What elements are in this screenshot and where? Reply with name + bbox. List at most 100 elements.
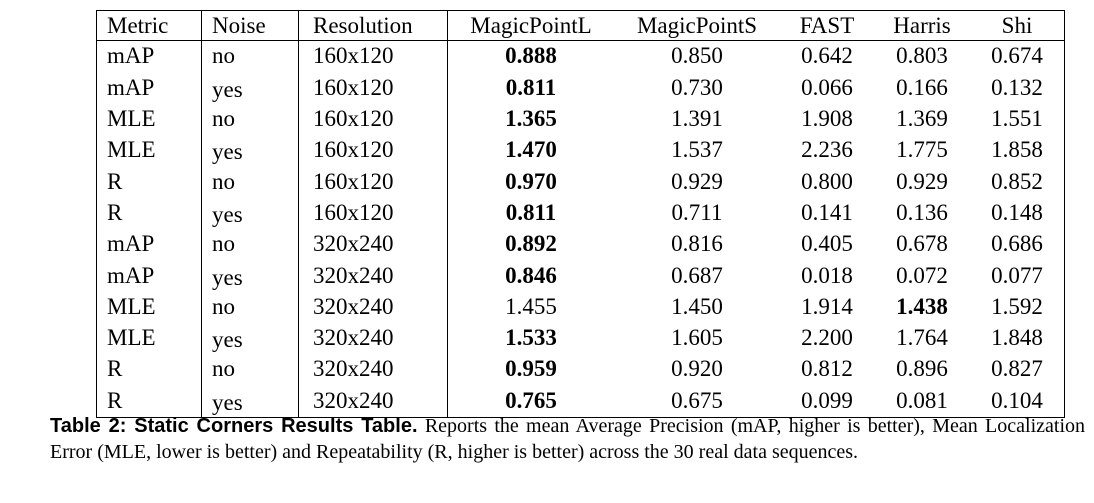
cell-metric: R xyxy=(96,166,202,196)
cell-harris: 0.166 xyxy=(896,74,948,100)
cell-noise: yes xyxy=(201,195,299,230)
cell-shi: 1.848 xyxy=(970,320,1065,355)
table-row: mAP no 160x120 0.888 0.850 0.642 0.803 0.674 xyxy=(96,40,1065,71)
cell-noise: yes xyxy=(201,70,299,104)
cell-magicpoints: 1.605 xyxy=(671,325,723,351)
cell-magicpointl: 0.970 xyxy=(505,168,557,194)
cell-magicpointl: 1.455 xyxy=(505,293,557,319)
cell-resolution: 160x120 xyxy=(298,195,448,230)
cell-harris: 1.775 xyxy=(896,137,948,163)
cell-fast: 0.018 xyxy=(801,262,853,288)
cell-shi: 1.551 xyxy=(970,103,1065,134)
table-row: MLE no 320x240 1.455 1.450 1.914 1.438 1.592 xyxy=(96,291,1065,321)
caption-title: Table 2: Static Corners Results Table. xyxy=(50,415,418,437)
cell-fast: 0.141 xyxy=(801,199,853,225)
cell-magicpointl: 0.892 xyxy=(505,231,557,257)
cell-metric: mAP xyxy=(96,229,202,259)
cell-magicpoints: 0.929 xyxy=(671,168,723,194)
cell-metric: MLE xyxy=(96,291,202,321)
cell-magicpointl: 0.959 xyxy=(505,356,557,382)
cell-noise: no xyxy=(201,291,299,321)
cell-fast: 0.642 xyxy=(801,43,853,69)
cell-noise: no xyxy=(201,229,299,259)
cell-harris: 0.678 xyxy=(896,231,948,257)
cell-fast: 0.099 xyxy=(801,387,853,413)
header-harris: Harris xyxy=(893,13,951,39)
table-header-row: Metric Noise Resolution MagicPointL Magi… xyxy=(96,10,1065,41)
cell-magicpoints: 1.391 xyxy=(671,106,723,132)
cell-noise: no xyxy=(201,40,299,71)
cell-resolution: 320x240 xyxy=(298,354,448,384)
cell-shi: 0.104 xyxy=(970,383,1065,418)
cell-harris: 0.896 xyxy=(896,356,948,382)
cell-metric: MLE xyxy=(96,133,202,167)
cell-resolution: 320x240 xyxy=(298,258,448,292)
cell-resolution: 160x120 xyxy=(298,103,448,134)
cell-fast: 0.812 xyxy=(801,356,853,382)
cell-fast: 2.236 xyxy=(801,137,853,163)
cell-magicpointl: 0.811 xyxy=(505,199,557,225)
header-fast: FAST xyxy=(799,13,855,39)
header-magicpoints: MagicPointS xyxy=(636,13,758,39)
cell-magicpoints: 0.675 xyxy=(671,387,723,413)
cell-shi: 1.592 xyxy=(970,291,1065,321)
cell-magicpointl: 1.533 xyxy=(505,325,557,351)
cell-magicpointl: 0.888 xyxy=(505,43,557,69)
cell-magicpoints: 0.730 xyxy=(671,74,723,100)
table-row: mAP yes 160x120 0.811 0.730 0.066 0.166 0.132 xyxy=(96,70,1065,104)
cell-metric: MLE xyxy=(96,103,202,134)
table-row: mAP no 320x240 0.892 0.816 0.405 0.678 0.686 xyxy=(96,229,1065,259)
cell-metric: mAP xyxy=(96,258,202,292)
cell-shi: 0.827 xyxy=(970,354,1065,384)
cell-metric: mAP xyxy=(96,40,202,71)
table-body: mAP no 160x120 0.888 0.850 0.642 0.803 0.674 mAP… xyxy=(96,40,1065,418)
cell-harris: 0.929 xyxy=(896,168,948,194)
cell-fast: 1.914 xyxy=(801,293,853,319)
cell-harris: 0.803 xyxy=(896,43,948,69)
cell-noise: yes xyxy=(201,320,299,355)
cell-fast: 0.066 xyxy=(801,74,853,100)
cell-magicpointl: 0.765 xyxy=(505,387,557,413)
cell-resolution: 160x120 xyxy=(298,166,448,196)
cell-magicpoints: 0.850 xyxy=(671,43,723,69)
cell-shi: 0.148 xyxy=(970,195,1065,230)
cell-harris: 0.136 xyxy=(896,199,948,225)
cell-shi: 0.077 xyxy=(970,258,1065,292)
header-shi: Shi xyxy=(970,10,1065,41)
table-row: MLE yes 160x120 1.470 1.537 2.236 1.775 1.858 xyxy=(96,133,1065,167)
cell-magicpointl: 0.811 xyxy=(505,74,557,100)
cell-harris: 0.081 xyxy=(896,387,948,413)
header-magicpointl: MagicPointL xyxy=(470,13,592,39)
cell-resolution: 160x120 xyxy=(298,70,448,104)
cell-shi: 0.686 xyxy=(970,229,1065,259)
cell-resolution: 320x240 xyxy=(298,383,448,418)
static-corners-results-table: Metric Noise Resolution MagicPointL Magi… xyxy=(96,10,1065,418)
cell-resolution: 320x240 xyxy=(298,291,448,321)
cell-noise: yes xyxy=(201,383,299,418)
cell-noise: no xyxy=(201,166,299,196)
cell-noise: yes xyxy=(201,133,299,167)
header-metric: Metric xyxy=(96,10,202,41)
cell-harris: 1.438 xyxy=(896,293,948,319)
table-row: mAP yes 320x240 0.846 0.687 0.018 0.072 0.077 xyxy=(96,258,1065,292)
cell-shi: 0.674 xyxy=(970,40,1065,71)
cell-fast: 0.800 xyxy=(801,168,853,194)
cell-magicpointl: 1.365 xyxy=(505,106,557,132)
table-row: MLE no 160x120 1.365 1.391 1.908 1.369 1.551 xyxy=(96,103,1065,134)
cell-fast: 2.200 xyxy=(801,325,853,351)
cell-metric: R xyxy=(96,383,202,418)
cell-harris: 1.369 xyxy=(896,106,948,132)
caption-body: Reports the mean Average Precision (mAP,… xyxy=(50,415,1085,463)
cell-harris: 1.764 xyxy=(896,325,948,351)
table-row: MLE yes 320x240 1.533 1.605 2.200 1.764 1.848 xyxy=(96,320,1065,355)
cell-metric: R xyxy=(96,354,202,384)
cell-magicpoints: 1.537 xyxy=(671,137,723,163)
cell-resolution: 320x240 xyxy=(298,229,448,259)
header-noise: Noise xyxy=(201,10,299,41)
cell-resolution: 160x120 xyxy=(298,40,448,71)
cell-noise: yes xyxy=(201,258,299,292)
